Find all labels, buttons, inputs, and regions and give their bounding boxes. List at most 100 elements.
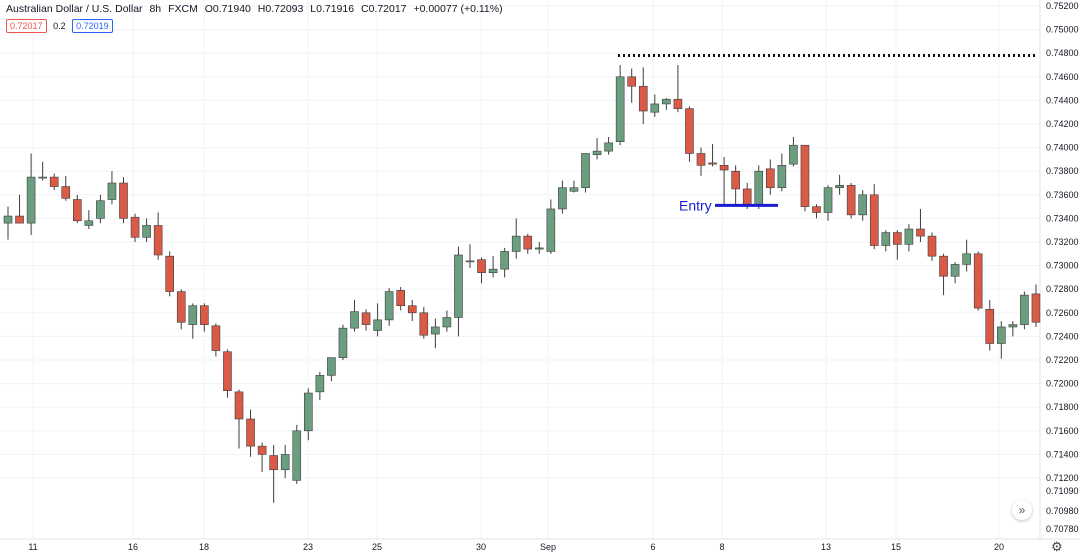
- candle[interactable]: [38, 161, 47, 181]
- candle[interactable]: [454, 246, 463, 337]
- candle[interactable]: [558, 180, 567, 214]
- candle[interactable]: [962, 239, 971, 272]
- candle[interactable]: [246, 409, 255, 457]
- candle[interactable]: [15, 194, 24, 224]
- candle[interactable]: [823, 185, 833, 221]
- candle[interactable]: [3, 206, 13, 240]
- candle[interactable]: [916, 208, 925, 242]
- candle[interactable]: [534, 242, 544, 254]
- candle[interactable]: [327, 357, 336, 382]
- candle[interactable]: [546, 199, 556, 254]
- candle[interactable]: [939, 253, 948, 296]
- candle[interactable]: [731, 165, 740, 207]
- candle[interactable]: [511, 218, 521, 259]
- candle[interactable]: [465, 244, 475, 268]
- candle[interactable]: [292, 424, 302, 484]
- candle[interactable]: [1008, 321, 1018, 337]
- candle[interactable]: [765, 159, 775, 195]
- candle[interactable]: [615, 65, 625, 146]
- candle[interactable]: [373, 303, 382, 337]
- candle[interactable]: [165, 251, 174, 297]
- candle[interactable]: [61, 175, 71, 201]
- candle[interactable]: [477, 257, 486, 284]
- candle[interactable]: [176, 289, 186, 330]
- candle[interactable]: [350, 299, 359, 332]
- candle[interactable]: [257, 442, 267, 473]
- candle[interactable]: [1031, 284, 1041, 327]
- candle[interactable]: [407, 299, 417, 322]
- candle-body: [384, 291, 394, 321]
- candle[interactable]: [673, 65, 683, 113]
- candle[interactable]: [800, 144, 810, 212]
- candle[interactable]: [696, 147, 706, 176]
- candle[interactable]: [73, 194, 82, 224]
- candle[interactable]: [280, 444, 290, 478]
- candle[interactable]: [996, 321, 1006, 359]
- candle[interactable]: [142, 218, 151, 242]
- candle[interactable]: [638, 67, 648, 124]
- candle[interactable]: [627, 68, 637, 103]
- candle[interactable]: [396, 286, 406, 311]
- candle[interactable]: [338, 324, 348, 360]
- candle[interactable]: [812, 204, 821, 219]
- candle[interactable]: [858, 190, 868, 221]
- candle[interactable]: [211, 323, 221, 357]
- candle[interactable]: [26, 153, 36, 235]
- candle[interactable]: [869, 184, 879, 250]
- candle[interactable]: [523, 233, 533, 254]
- candle[interactable]: [569, 180, 579, 193]
- candle[interactable]: [893, 230, 902, 260]
- candle[interactable]: [581, 153, 590, 193]
- candle[interactable]: [662, 98, 671, 110]
- candle[interactable]: [84, 210, 94, 230]
- candle[interactable]: [188, 303, 198, 339]
- candle[interactable]: [384, 288, 394, 326]
- candle[interactable]: [200, 303, 209, 332]
- candle[interactable]: [835, 174, 844, 195]
- candle[interactable]: [846, 183, 856, 219]
- candle[interactable]: [419, 306, 429, 339]
- candle[interactable]: [973, 251, 983, 311]
- candle-body: [719, 165, 729, 171]
- candle[interactable]: [488, 256, 498, 278]
- candle[interactable]: [708, 144, 717, 167]
- candle[interactable]: [119, 177, 128, 224]
- candle-body: [153, 225, 163, 256]
- candle[interactable]: [107, 171, 117, 205]
- candle[interactable]: [223, 349, 232, 398]
- symbol-name[interactable]: Australian Dollar / U.S. Dollar: [6, 3, 143, 15]
- candle[interactable]: [303, 388, 313, 441]
- buy-price-badge[interactable]: 0.72019: [72, 19, 113, 33]
- candle[interactable]: [904, 224, 914, 252]
- candle[interactable]: [604, 136, 613, 155]
- candle[interactable]: [361, 309, 371, 331]
- candle[interactable]: [234, 389, 244, 449]
- candle[interactable]: [777, 153, 787, 192]
- candle[interactable]: [685, 106, 694, 162]
- candle[interactable]: [754, 165, 764, 209]
- candle[interactable]: [96, 194, 105, 224]
- candle[interactable]: [315, 371, 325, 401]
- gear-icon[interactable]: ⚙: [1051, 539, 1063, 554]
- y-tick-label: 0.73800: [1046, 166, 1079, 176]
- candle[interactable]: [881, 230, 891, 252]
- candle[interactable]: [431, 318, 440, 349]
- candle[interactable]: [592, 138, 602, 160]
- candle[interactable]: [950, 262, 960, 284]
- candle[interactable]: [719, 157, 729, 206]
- candle[interactable]: [269, 444, 278, 503]
- candle[interactable]: [1020, 291, 1029, 330]
- candle[interactable]: [650, 94, 660, 117]
- y-tick-label: 0.74400: [1046, 95, 1079, 105]
- candle[interactable]: [153, 212, 163, 260]
- sell-price-badge[interactable]: 0.72017: [6, 19, 47, 33]
- candle[interactable]: [49, 173, 59, 191]
- scroll-to-realtime-button[interactable]: »: [1012, 500, 1032, 520]
- candle[interactable]: [442, 310, 452, 332]
- candle[interactable]: [927, 232, 937, 261]
- candle[interactable]: [130, 213, 140, 242]
- candle[interactable]: [500, 247, 509, 278]
- candle[interactable]: [985, 299, 995, 351]
- candle[interactable]: [789, 136, 798, 167]
